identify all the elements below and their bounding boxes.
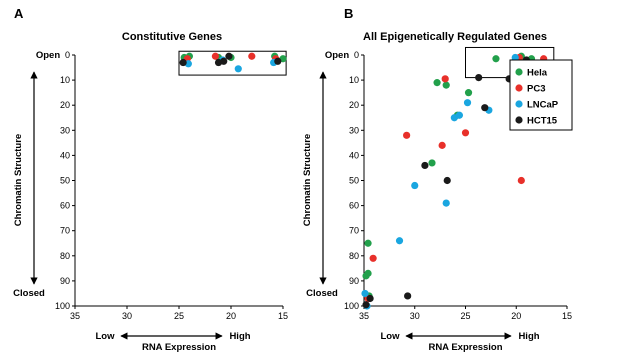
y-tick-label: 60 xyxy=(60,201,70,211)
y-closed-label: Closed xyxy=(306,288,338,299)
chart-title: Constitutive Genes xyxy=(122,31,222,43)
y-tick-label: 0 xyxy=(354,50,359,60)
data-point-hct15 xyxy=(366,294,374,303)
data-point-hct15 xyxy=(225,52,233,60)
y-axis-label: Chromatin Structure xyxy=(13,134,24,226)
y-tick-label: 20 xyxy=(349,100,359,110)
data-point-pc3 xyxy=(369,254,377,262)
y-tick-label: 70 xyxy=(349,226,359,236)
x-low-label: Low xyxy=(381,331,401,342)
data-point-lncap xyxy=(395,237,404,245)
chart-panel-a: A Constitutive Genes 0 10 20 30 40 50 60 70 80 90 10… xyxy=(13,6,288,353)
x-tick-label: 25 xyxy=(460,311,470,321)
x-tick-label: 30 xyxy=(410,311,420,321)
data-point-hct15 xyxy=(421,161,429,170)
y-tick-label: 10 xyxy=(60,75,70,85)
y-open-label: Open xyxy=(325,50,349,61)
panel-letter: A xyxy=(14,6,24,21)
data-point-hela xyxy=(492,55,500,63)
y-tick-label: 40 xyxy=(349,150,359,160)
chart-panel-b: B All Epigenetically Regulated Genes 0 10 20… xyxy=(302,6,573,353)
data-point-hct15 xyxy=(179,58,187,67)
y-tick-label: 60 xyxy=(349,201,359,211)
y-tick-label: 40 xyxy=(60,150,70,160)
x-axis-label: RNA Expression xyxy=(142,342,216,353)
y-tick-label: 10 xyxy=(349,75,359,85)
data-point-hct15 xyxy=(481,104,489,112)
x-tick-label: 25 xyxy=(174,311,184,321)
data-point-lncap xyxy=(442,199,450,207)
data-point-hela xyxy=(433,79,441,87)
legend-marker-hct15 xyxy=(515,116,523,124)
x-tick-label: 30 xyxy=(122,311,132,321)
x-tick-label: 15 xyxy=(562,311,572,321)
y-tick-label: 100 xyxy=(344,301,359,311)
data-point-lncap xyxy=(234,65,242,73)
y-axis-label: Chromatin Structure xyxy=(302,134,313,226)
data-point-pc3 xyxy=(441,75,449,83)
y-tick-label: 30 xyxy=(60,125,70,135)
data-point-hct15 xyxy=(404,292,412,300)
y-tick-label: 20 xyxy=(60,100,70,110)
panel-letter: B xyxy=(344,6,353,21)
data-point-hct15 xyxy=(362,301,370,309)
y-tick-label: 80 xyxy=(349,251,359,261)
legend-label: PC3 xyxy=(527,84,545,95)
data-point-pc3 xyxy=(461,129,470,137)
data-point-pc3 xyxy=(517,176,525,185)
y-tick-label: 30 xyxy=(349,125,359,135)
data-point-hct15 xyxy=(274,57,282,65)
data-point-hela xyxy=(464,89,473,97)
y-tick-label: 70 xyxy=(60,226,70,236)
x-high-label: High xyxy=(229,331,250,342)
data-point-hela xyxy=(442,81,450,89)
data-point-pc3 xyxy=(248,52,256,60)
y-tick-label: 0 xyxy=(65,50,70,60)
x-tick-label: 20 xyxy=(511,311,521,321)
y-closed-label: Closed xyxy=(13,288,45,299)
legend-marker-pc3 xyxy=(515,84,523,92)
data-point-pc3 xyxy=(403,131,411,139)
y-open-label: Open xyxy=(36,50,60,61)
data-point-hct15 xyxy=(220,57,228,65)
y-tick-label: 100 xyxy=(55,301,70,311)
highlight-box xyxy=(178,50,287,76)
data-point-hela xyxy=(428,159,436,167)
data-point-hct15 xyxy=(475,73,483,82)
legend-label: Hela xyxy=(527,68,548,79)
data-point-lncap xyxy=(361,289,369,298)
x-tick-label: 35 xyxy=(359,311,369,321)
legend-label: HCT15 xyxy=(527,116,558,127)
x-tick-label: 20 xyxy=(226,311,236,321)
data-point-pc3 xyxy=(438,141,446,149)
data-point-hela xyxy=(364,239,372,247)
chart-title: All Epigenetically Regulated Genes xyxy=(363,31,547,43)
y-tick-label: 90 xyxy=(349,276,359,286)
data-point-pc3 xyxy=(211,52,219,60)
y-tick-label: 50 xyxy=(60,176,70,186)
data-point-lncap xyxy=(455,111,464,119)
x-high-label: High xyxy=(518,331,539,342)
legend-marker-lncap xyxy=(515,100,523,108)
x-tick-label: 15 xyxy=(278,311,288,321)
x-axis-label: RNA Expression xyxy=(428,342,502,353)
data-point-lncap xyxy=(463,99,472,107)
y-tick-label: 90 xyxy=(60,276,70,286)
legend-marker-hela xyxy=(515,68,523,76)
x-tick-label: 35 xyxy=(70,311,80,321)
legend-label: LNCaP xyxy=(527,100,559,111)
x-low-label: Low xyxy=(96,331,116,342)
data-point-hela xyxy=(362,272,370,280)
y-tick-label: 50 xyxy=(349,176,359,186)
y-tick-label: 80 xyxy=(60,251,70,261)
data-point-hct15 xyxy=(443,176,451,185)
data-point-lncap xyxy=(411,181,419,190)
